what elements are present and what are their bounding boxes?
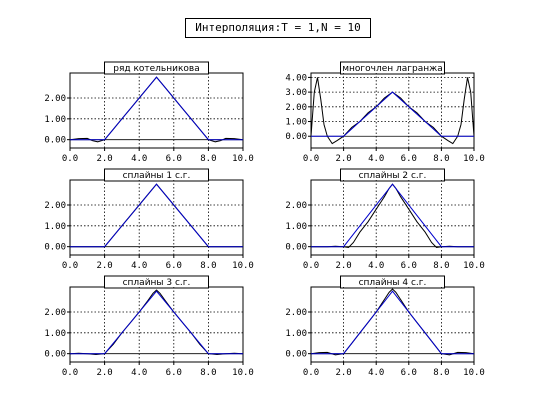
plot-frame bbox=[310, 72, 475, 149]
x-tick-label: 0.0 bbox=[303, 154, 319, 164]
x-tick-label: 4.0 bbox=[131, 154, 147, 164]
y-tick-label: 3.00 bbox=[285, 88, 307, 98]
y-tick-label: 0.00 bbox=[285, 243, 307, 253]
chart-title: сплайны 2 с.г. bbox=[359, 171, 427, 181]
chart-title-box bbox=[340, 275, 445, 289]
exact-function-line bbox=[311, 183, 474, 248]
chart-title-box bbox=[340, 168, 445, 182]
x-tick-label: 8.0 bbox=[433, 261, 449, 271]
x-tick-label: 0.0 bbox=[62, 368, 78, 378]
plot-frame bbox=[310, 286, 475, 363]
chart-title-box bbox=[104, 275, 209, 289]
x-tick-label: 10.0 bbox=[232, 261, 254, 271]
x-tick-label: 4.0 bbox=[368, 368, 384, 378]
y-tick-label: 2.00 bbox=[44, 201, 66, 211]
chart-title-box bbox=[104, 168, 209, 182]
x-tick-label: 8.0 bbox=[200, 368, 216, 378]
plot-frame bbox=[69, 286, 244, 363]
chart-title-box bbox=[340, 61, 445, 75]
x-tick-label: 2.0 bbox=[96, 261, 112, 271]
x-tick-label: 4.0 bbox=[131, 368, 147, 378]
x-tick-label: 4.0 bbox=[368, 154, 384, 164]
chart-panel-2: многочлен лагранжа 0.0 2.0 4.0 6.0 8.0 10.0 0.0… bbox=[285, 61, 485, 164]
y-tick-label: 0.00 bbox=[285, 350, 307, 360]
x-tick-label: 8.0 bbox=[200, 261, 216, 271]
y-tick-label: 0.00 bbox=[44, 350, 66, 360]
x-tick-label: 10.0 bbox=[232, 154, 254, 164]
chart-panel-1: ряд котельникова 0.0 2.0 4.0 6.0 8.0 10.0 0.00 1… bbox=[44, 61, 254, 164]
y-tick-label: 2.00 bbox=[285, 201, 307, 211]
exact-function-line bbox=[70, 76, 243, 141]
exact-function-line bbox=[70, 183, 243, 248]
x-tick-label: 0.0 bbox=[62, 261, 78, 271]
y-tick-label: 1.00 bbox=[285, 118, 307, 128]
y-tick-label: 0.00 bbox=[285, 132, 307, 142]
x-tick-label: 2.0 bbox=[96, 154, 112, 164]
y-tick-label: 0.00 bbox=[44, 136, 66, 146]
x-tick-label: 6.0 bbox=[401, 261, 417, 271]
y-tick-label: 2.00 bbox=[285, 103, 307, 113]
chart-title-box bbox=[104, 61, 209, 75]
exact-function-line bbox=[70, 290, 243, 355]
exact-function-line bbox=[311, 91, 474, 137]
x-tick-label: 2.0 bbox=[335, 368, 351, 378]
chart-title: сплайны 1 с.г. bbox=[123, 171, 191, 181]
x-tick-label: 6.0 bbox=[401, 368, 417, 378]
x-tick-label: 0.0 bbox=[62, 154, 78, 164]
y-tick-label: 0.00 bbox=[44, 243, 66, 253]
x-tick-label: 6.0 bbox=[166, 368, 182, 378]
x-tick-label: 10.0 bbox=[463, 261, 485, 271]
chart-panel-4: сплайны 2 с.г. 0.0 2.0 4.0 6.0 8.0 10.0 0.00 1.0… bbox=[285, 168, 485, 271]
plot-frame bbox=[310, 179, 475, 256]
y-tick-label: 2.00 bbox=[285, 308, 307, 318]
x-tick-label: 10.0 bbox=[463, 368, 485, 378]
x-tick-label: 10.0 bbox=[232, 368, 254, 378]
x-tick-label: 8.0 bbox=[433, 154, 449, 164]
chart-panel-3: сплайны 1 с.г. 0.0 2.0 4.0 6.0 8.0 10.0 0.00 1.0… bbox=[44, 168, 254, 271]
x-tick-label: 2.0 bbox=[335, 154, 351, 164]
x-tick-label: 8.0 bbox=[433, 368, 449, 378]
y-tick-label: 4.00 bbox=[285, 73, 307, 83]
chart-title: ряд котельникова bbox=[113, 64, 199, 74]
x-tick-label: 6.0 bbox=[401, 154, 417, 164]
x-tick-label: 4.0 bbox=[131, 261, 147, 271]
plot-frame bbox=[69, 179, 244, 256]
chart-title: сплайны 3 с.г. bbox=[123, 278, 191, 288]
main-title: Интерполяция:T = 1,N = 10 bbox=[185, 18, 371, 38]
chart-title: многочлен лагранжа bbox=[342, 64, 443, 74]
y-tick-label: 1.00 bbox=[44, 222, 66, 232]
x-tick-label: 2.0 bbox=[96, 368, 112, 378]
x-tick-label: 6.0 bbox=[166, 261, 182, 271]
x-tick-label: 0.0 bbox=[303, 368, 319, 378]
x-tick-label: 6.0 bbox=[166, 154, 182, 164]
y-tick-label: 1.00 bbox=[44, 329, 66, 339]
y-tick-label: 1.00 bbox=[44, 115, 66, 125]
y-tick-label: 2.00 bbox=[44, 308, 66, 318]
x-tick-label: 4.0 bbox=[368, 261, 384, 271]
chart-panel-6: сплайны 4 с.г. 0.0 2.0 4.0 6.0 8.0 10.0 0.00 1.0… bbox=[285, 275, 485, 378]
y-tick-label: 1.00 bbox=[285, 329, 307, 339]
chart-panel-5: сплайны 3 с.г. 0.0 2.0 4.0 6.0 8.0 10.0 0.00 1.0… bbox=[44, 275, 254, 378]
exact-function-line bbox=[311, 290, 474, 355]
x-tick-label: 8.0 bbox=[200, 154, 216, 164]
y-tick-label: 2.00 bbox=[44, 94, 66, 104]
plot-frame bbox=[69, 72, 244, 149]
x-tick-label: 0.0 bbox=[303, 261, 319, 271]
chart-title: сплайны 4 с.г. bbox=[359, 278, 427, 288]
x-tick-label: 2.0 bbox=[335, 261, 351, 271]
y-tick-label: 1.00 bbox=[285, 222, 307, 232]
x-tick-label: 10.0 bbox=[463, 154, 485, 164]
